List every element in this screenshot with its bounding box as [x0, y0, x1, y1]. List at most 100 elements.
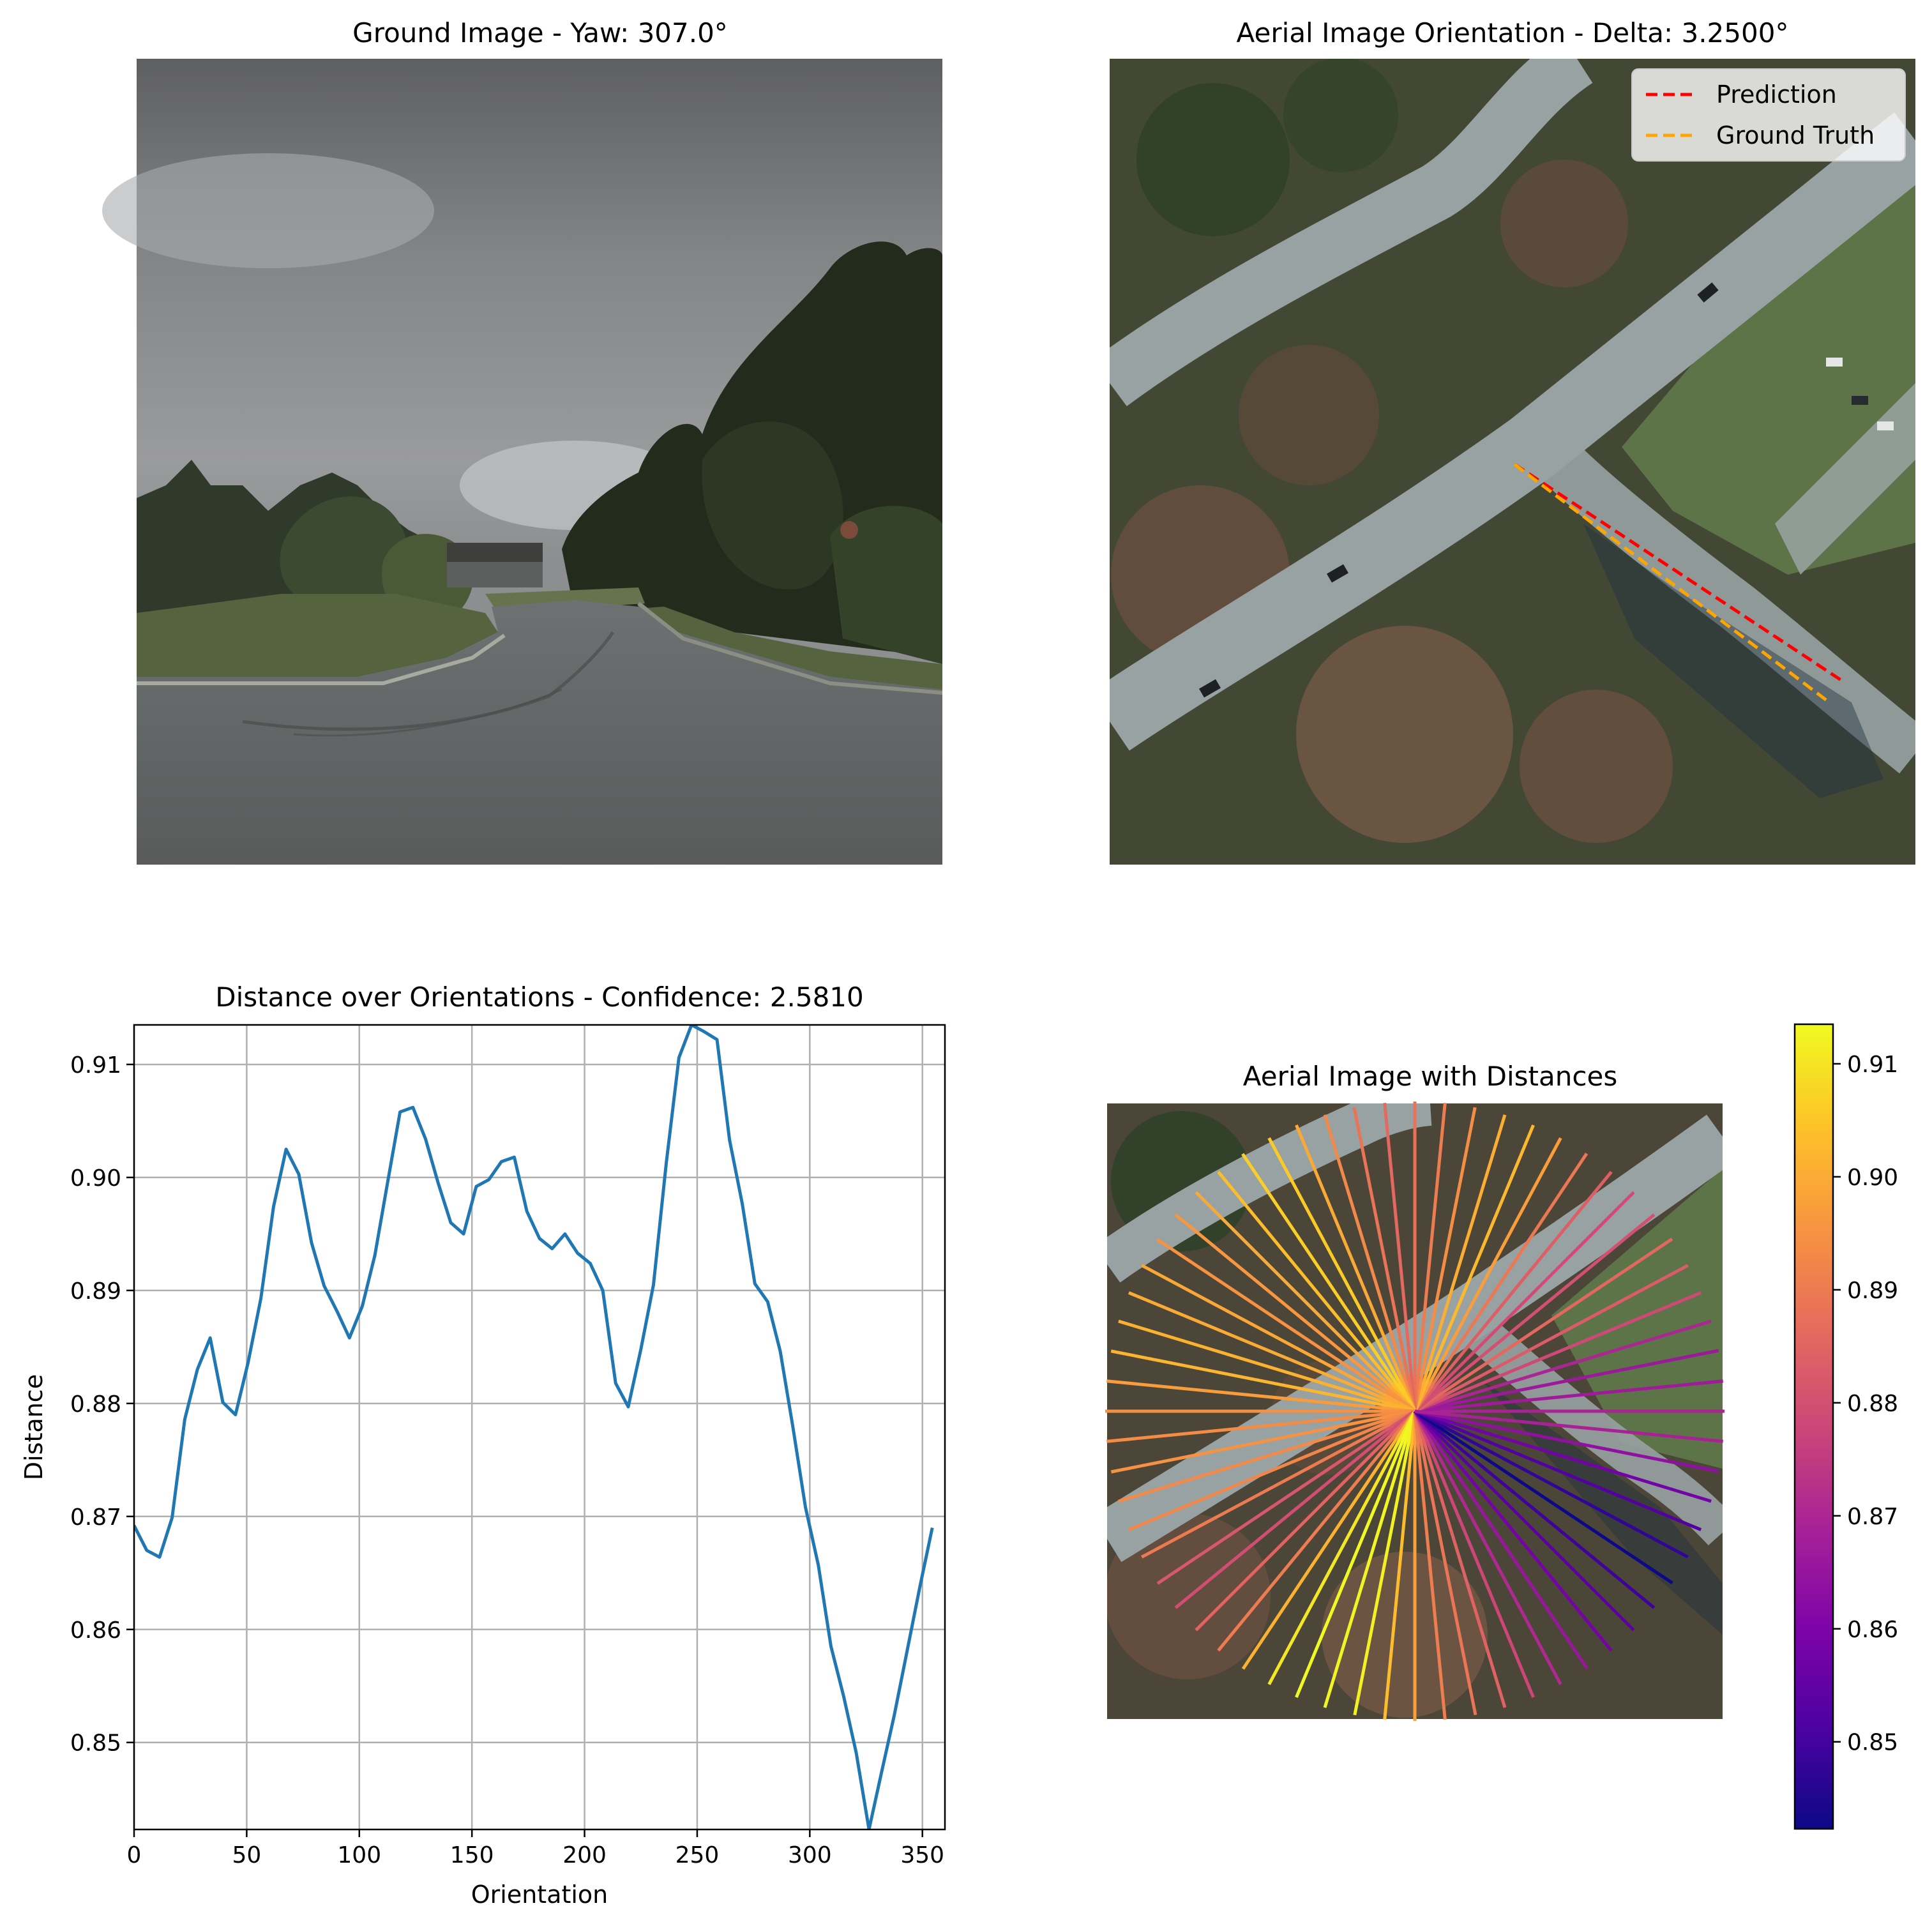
distance-ray [1141, 1409, 1416, 1559]
colorbar-tick-label: 0.89 [1847, 1278, 1898, 1304]
distance-chart-panel: Distance over Orientations - Confidence:… [20, 981, 946, 1909]
aerial-image [1110, 59, 1915, 865]
prediction-line [1513, 462, 1845, 684]
distance-ray [1295, 1411, 1417, 1699]
distance-ray [1414, 1264, 1689, 1413]
distance-ray [1128, 1291, 1415, 1413]
distance-ray [1383, 1411, 1417, 1720]
distance-series-line [134, 1025, 934, 1829]
distance-ray [1414, 1213, 1656, 1412]
distance-ray [1195, 1191, 1416, 1412]
distance-ray [1174, 1213, 1416, 1412]
x-tick-label: 350 [900, 1842, 944, 1868]
y-tick-label: 0.89 [70, 1278, 121, 1305]
distance-ray [1414, 1238, 1673, 1413]
distance-ray [1383, 1103, 1417, 1412]
distance-rays [1105, 1102, 1724, 1721]
distance-ray [1353, 1411, 1417, 1716]
y-tick-label: 0.86 [70, 1617, 121, 1644]
distance-ray [1413, 1411, 1447, 1720]
distance-ray [1241, 1153, 1417, 1412]
y-tick-label: 0.88 [70, 1391, 121, 1418]
chart-grid [133, 1025, 945, 1829]
y-tick-label: 0.90 [70, 1165, 121, 1192]
distance-ray [1128, 1409, 1415, 1531]
x-tick-label: 200 [562, 1842, 607, 1868]
distance-ray [1156, 1409, 1416, 1585]
rays-title: Aerial Image with Distances [1243, 1061, 1617, 1092]
colorbar-tick-label: 0.90 [1847, 1165, 1898, 1191]
distance-ray [1295, 1124, 1417, 1412]
distance-ray [1413, 1103, 1447, 1412]
y-tick-label: 0.91 [70, 1052, 121, 1079]
distance-ray [1141, 1264, 1416, 1413]
distance-ray [1413, 1411, 1507, 1708]
x-axis-ticks: 0 50 100 150 200 250 300 350 [127, 1829, 944, 1868]
distance-ray [1110, 1349, 1415, 1413]
distance-ray [1323, 1411, 1417, 1708]
chart-title: Distance over Orientations - Confidence:… [215, 981, 863, 1013]
distance-ray [1414, 1409, 1723, 1443]
distance-ray [1413, 1410, 1562, 1685]
distance-ray [1217, 1410, 1416, 1652]
distance-ray [1414, 1409, 1702, 1531]
y-tick-label: 0.85 [70, 1730, 121, 1757]
distance-ray [1106, 1409, 1415, 1443]
distance-ray [1414, 1409, 1712, 1503]
aerial-orientation-title: Aerial Image Orientation - Delta: 3.2500… [1237, 17, 1789, 49]
distance-ray [1323, 1114, 1417, 1412]
x-tick-label: 300 [788, 1842, 832, 1868]
x-tick-label: 50 [232, 1842, 261, 1868]
distance-ray [1414, 1191, 1635, 1412]
distance-ray [1352, 1107, 1417, 1412]
distance-ray [1195, 1410, 1416, 1632]
colorbar-ticks: 0.85 0.86 0.87 0.88 0.89 0.90 0.91 [1833, 1052, 1898, 1756]
x-tick-label: 0 [127, 1842, 142, 1868]
distance-ray [1414, 1409, 1719, 1473]
distance-ray [1118, 1319, 1415, 1413]
plot-frame [133, 1024, 946, 1831]
x-tick-label: 250 [675, 1842, 720, 1868]
aerial-orientation-panel: Aerial Image Orientation - Delta: 3.2500… [1110, 17, 1915, 865]
distance-ray [1413, 1107, 1477, 1412]
distance-ray [1106, 1379, 1415, 1413]
x-axis-label: Orientation [471, 1881, 608, 1909]
distance-ray [1174, 1410, 1416, 1609]
distance-ray [1413, 1114, 1507, 1412]
colorbar-tick-label: 0.91 [1847, 1052, 1898, 1078]
distance-ray [1413, 1411, 1535, 1699]
distance-ray [1267, 1137, 1417, 1412]
ground-image-title: Ground Image - Yaw: 307.0° [352, 17, 728, 49]
y-tick-label: 0.87 [70, 1504, 121, 1531]
distance-ray [1110, 1409, 1415, 1474]
distance-ray [1413, 1137, 1562, 1412]
colorbar-tick-label: 0.86 [1847, 1617, 1898, 1643]
x-tick-label: 100 [337, 1842, 381, 1868]
legend-label-ground-truth: Ground Truth [1716, 121, 1875, 149]
colorbar-tick-label: 0.88 [1847, 1391, 1898, 1417]
distance-ray [1414, 1410, 1613, 1652]
colorbar-tick-label: 0.87 [1847, 1504, 1898, 1530]
distance-ray [1413, 1411, 1477, 1716]
distance-ray [1413, 1410, 1589, 1670]
distance-ray [1414, 1349, 1719, 1413]
x-tick-label: 150 [450, 1842, 494, 1868]
ground-truth-line [1513, 463, 1830, 703]
colorbar-tick-label: 0.85 [1847, 1730, 1898, 1756]
distance-ray [1217, 1170, 1416, 1412]
colorbar: 0.85 0.86 0.87 0.88 0.89 0.90 0.91 [1793, 1023, 1898, 1830]
y-axis-ticks: 0.85 0.86 0.87 0.88 0.89 0.90 0.91 [70, 1052, 134, 1757]
ground-image-panel: Ground Image - Yaw: 307.0° [102, 17, 943, 865]
y-axis-label: Distance [20, 1374, 48, 1480]
distance-ray [1118, 1409, 1415, 1503]
distance-ray [1414, 1409, 1673, 1585]
distance-ray [1414, 1291, 1702, 1413]
distance-ray [1156, 1238, 1416, 1413]
distance-ray [1414, 1170, 1613, 1412]
distance-ray [1241, 1410, 1417, 1670]
distance-ray [1413, 1124, 1535, 1412]
distance-ray [1267, 1410, 1417, 1685]
ground-image [102, 59, 943, 865]
distance-ray [1414, 1319, 1712, 1413]
